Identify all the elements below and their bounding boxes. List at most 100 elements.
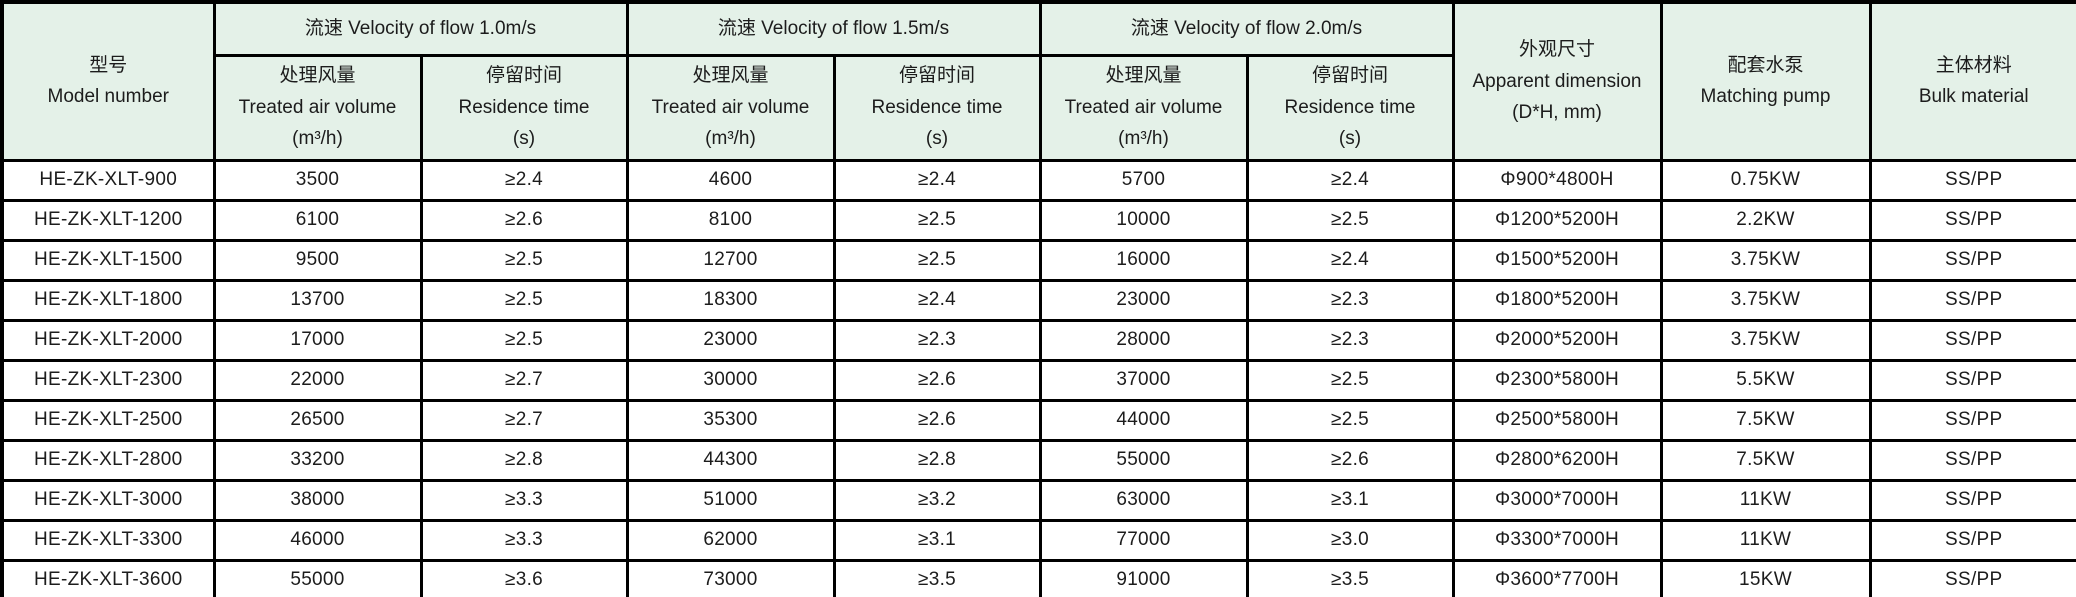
table-row: HE-ZK-XLT-2500 26500 ≥2.7 35300 ≥2.6 44000 ≥2.… [0,398,2076,442]
cell-model: HE-ZK-XLT-3300 [0,518,216,562]
cell-v20-volume: 44000 [1038,398,1249,442]
cell-material: SS/PP [1868,438,2076,482]
cell-material: SS/PP [1868,198,2076,242]
cell-model: HE-ZK-XLT-900 [0,158,216,202]
cell-v10-time: ≥2.4 [419,158,629,202]
table-row: HE-ZK-XLT-900 3500 ≥2.4 4600 ≥2.4 5700 ≥2.4 Φ90… [0,158,2076,202]
cell-material: SS/PP [1868,158,2076,202]
cell-v15-time: ≥2.6 [832,398,1042,442]
header-v20-treated-air-volume: 处理风量 Treated air volume (m³/h) [1038,53,1249,162]
cell-model: HE-ZK-XLT-1500 [0,238,216,282]
cell-pump: 3.75KW [1659,318,1872,362]
cell-v20-volume: 55000 [1038,438,1249,482]
cell-v20-time: ≥2.5 [1245,398,1455,442]
cell-v15-time: ≥2.3 [832,318,1042,362]
cell-material: SS/PP [1868,358,2076,402]
cell-v15-time: ≥2.4 [832,278,1042,322]
cell-v10-time: ≥2.5 [419,318,629,362]
cell-material: SS/PP [1868,238,2076,282]
cell-v10-volume: 22000 [212,358,423,402]
cell-v15-volume: 30000 [625,358,836,402]
cell-v20-time: ≥3.1 [1245,478,1455,522]
header-matching-pump: 配套水泵 Matching pump [1659,0,1872,162]
cell-model: HE-ZK-XLT-2000 [0,318,216,362]
cell-v20-time: ≥2.4 [1245,238,1455,282]
cell-v20-time: ≥3.0 [1245,518,1455,562]
cell-v20-time: ≥2.5 [1245,198,1455,242]
cell-v15-time: ≥2.6 [832,358,1042,402]
cell-dimension: Φ1200*5200H [1451,198,1663,242]
cell-v10-volume: 38000 [212,478,423,522]
cell-pump: 0.75KW [1659,158,1872,202]
cell-v15-volume: 44300 [625,438,836,482]
header-apparent-dimension: 外观尺寸 Apparent dimension (D*H, mm) [1451,0,1663,162]
table-header: 型号 Model number 流速 Velocity of flow 1.0m… [0,0,2076,162]
cell-dimension: Φ3600*7700H [1451,558,1663,597]
cell-pump: 3.75KW [1659,278,1872,322]
cell-model: HE-ZK-XLT-3600 [0,558,216,597]
cell-v10-volume: 33200 [212,438,423,482]
cell-v15-time: ≥2.5 [832,238,1042,282]
cell-v15-time: ≥3.2 [832,478,1042,522]
cell-material: SS/PP [1868,558,2076,597]
cell-v10-time: ≥3.3 [419,518,629,562]
header-v15-treated-air-volume: 处理风量 Treated air volume (m³/h) [625,53,836,162]
cell-v10-time: ≥2.7 [419,358,629,402]
header-velocity-1-5: 流速 Velocity of flow 1.5m/s [625,0,1042,57]
cell-material: SS/PP [1868,398,2076,442]
cell-v20-time: ≥2.6 [1245,438,1455,482]
cell-v10-time: ≥2.8 [419,438,629,482]
cell-v20-volume: 16000 [1038,238,1249,282]
header-v10-treated-air-volume: 处理风量 Treated air volume (m³/h) [212,53,423,162]
header-v10-residence-time: 停留时间 Residence time (s) [419,53,629,162]
cell-v10-volume: 9500 [212,238,423,282]
cell-pump: 3.75KW [1659,238,1872,282]
cell-dimension: Φ2800*6200H [1451,438,1663,482]
cell-material: SS/PP [1868,278,2076,322]
header-model-number: 型号 Model number [0,0,216,162]
cell-v10-volume: 26500 [212,398,423,442]
table-row: HE-ZK-XLT-3000 38000 ≥3.3 51000 ≥3.2 63000 ≥3.… [0,478,2076,522]
cell-material: SS/PP [1868,318,2076,362]
cell-v20-volume: 23000 [1038,278,1249,322]
cell-v10-volume: 3500 [212,158,423,202]
cell-v10-volume: 46000 [212,518,423,562]
table-row: HE-ZK-XLT-2300 22000 ≥2.7 30000 ≥2.6 37000 ≥2.… [0,358,2076,402]
cell-v20-time: ≥2.3 [1245,278,1455,322]
cell-v10-time: ≥3.6 [419,558,629,597]
cell-v20-time: ≥2.3 [1245,318,1455,362]
header-group-row: 型号 Model number 流速 Velocity of flow 1.0m… [0,0,2076,162]
cell-v15-volume: 8100 [625,198,836,242]
header-velocity-2-0: 流速 Velocity of flow 2.0m/s [1038,0,1455,57]
cell-v15-time: ≥2.8 [832,438,1042,482]
header-velocity-1-0: 流速 Velocity of flow 1.0m/s [212,0,629,57]
cell-material: SS/PP [1868,478,2076,522]
cell-v15-volume: 12700 [625,238,836,282]
cell-v20-time: ≥2.4 [1245,158,1455,202]
cell-v20-volume: 28000 [1038,318,1249,362]
table-row: HE-ZK-XLT-3300 46000 ≥3.3 62000 ≥3.1 77000 ≥3.… [0,518,2076,562]
cell-v20-volume: 77000 [1038,518,1249,562]
cell-v15-volume: 51000 [625,478,836,522]
cell-pump: 2.2KW [1659,198,1872,242]
cell-pump: 11KW [1659,518,1872,562]
table-row: HE-ZK-XLT-1200 6100 ≥2.6 8100 ≥2.5 10000 ≥2.5 Φ… [0,198,2076,242]
cell-model: HE-ZK-XLT-3000 [0,478,216,522]
cell-v20-volume: 5700 [1038,158,1249,202]
cell-v20-time: ≥3.5 [1245,558,1455,597]
cell-model: HE-ZK-XLT-1200 [0,198,216,242]
cell-v15-volume: 73000 [625,558,836,597]
cell-model: HE-ZK-XLT-2300 [0,358,216,402]
header-v20-residence-time: 停留时间 Residence time (s) [1245,53,1455,162]
cell-pump: 5.5KW [1659,358,1872,402]
header-sub-row: 处理风量 Treated air volume (m³/h) 停留时间 Resi… [2,53,2076,162]
cell-v20-volume: 37000 [1038,358,1249,402]
cell-dimension: Φ900*4800H [1451,158,1663,202]
header-bulk-material: 主体材料 Bulk material [1868,0,2076,162]
cell-v15-volume: 18300 [625,278,836,322]
cell-dimension: Φ2300*5800H [1451,358,1663,402]
cell-v15-volume: 4600 [625,158,836,202]
cell-v20-time: ≥2.5 [1245,358,1455,402]
